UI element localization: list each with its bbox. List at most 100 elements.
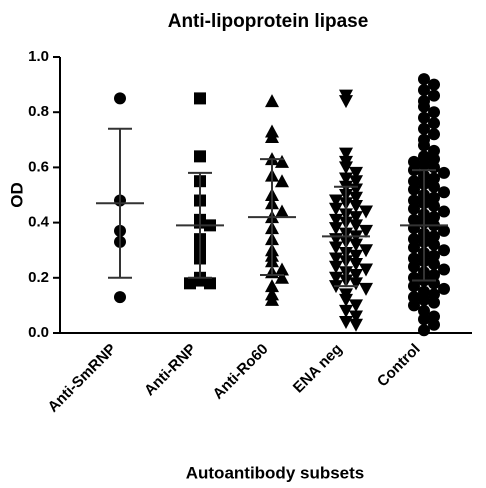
dot	[339, 293, 353, 307]
dot	[265, 130, 279, 144]
dot	[428, 78, 440, 91]
y-tick-label: 0.0	[28, 324, 49, 341]
dot	[194, 92, 206, 105]
dot	[428, 153, 440, 166]
x-tick-label: ENA neg	[290, 341, 346, 397]
dot	[418, 100, 430, 113]
dot	[428, 106, 440, 119]
dot	[408, 194, 420, 207]
dot	[408, 202, 420, 215]
dot	[339, 161, 353, 175]
dot	[349, 269, 363, 283]
dot	[114, 291, 126, 304]
dot	[408, 252, 420, 265]
dot	[349, 318, 363, 332]
x-tick-label: Anti-RNP	[141, 341, 200, 400]
dot	[339, 315, 353, 329]
dot	[265, 94, 279, 108]
dot	[275, 262, 289, 276]
dot	[428, 269, 440, 282]
dot	[428, 249, 440, 262]
dot	[428, 318, 440, 331]
dot	[265, 279, 279, 293]
dot	[418, 304, 430, 317]
dot	[329, 241, 343, 255]
dot	[428, 211, 440, 224]
dot	[428, 128, 440, 141]
dot	[438, 205, 450, 218]
dot	[418, 73, 430, 86]
dot	[418, 84, 430, 97]
dot	[408, 280, 420, 293]
dot	[428, 117, 440, 130]
dot	[329, 260, 343, 274]
dot	[339, 95, 353, 109]
dot	[265, 292, 279, 306]
dot	[408, 260, 420, 273]
dot	[408, 241, 420, 254]
dot	[428, 144, 440, 157]
x-axis-label: Autoantibody subsets	[186, 463, 365, 482]
dot	[408, 233, 420, 246]
dot	[438, 244, 450, 257]
dot	[275, 154, 289, 168]
y-tick-label: 0.2	[28, 269, 49, 286]
dot	[418, 150, 430, 163]
dot	[114, 92, 126, 105]
dot	[349, 238, 363, 252]
dot	[428, 172, 440, 185]
dot	[418, 285, 430, 298]
dot	[359, 224, 373, 238]
dot	[408, 299, 420, 312]
dot	[275, 174, 289, 188]
dot	[349, 249, 363, 263]
dot	[349, 258, 363, 271]
dot	[359, 244, 373, 258]
dot	[339, 304, 353, 318]
dot	[428, 296, 440, 309]
dot	[204, 277, 216, 290]
dot	[359, 282, 373, 296]
dot	[418, 122, 430, 135]
dot	[349, 299, 363, 313]
dot	[428, 89, 440, 102]
dot	[418, 139, 430, 152]
dot	[418, 111, 430, 124]
dot	[428, 230, 440, 243]
dot	[438, 186, 450, 199]
dot	[408, 175, 420, 188]
y-tick-label: 0.6	[28, 158, 49, 175]
dot	[349, 310, 363, 324]
dot	[438, 224, 450, 237]
chart-title: Anti-lipoprotein lipase	[168, 11, 369, 32]
dot	[438, 282, 450, 295]
dot	[428, 191, 440, 204]
dot	[349, 175, 363, 189]
dot	[418, 293, 430, 306]
dot	[418, 313, 430, 326]
dot	[339, 147, 353, 161]
dot	[349, 219, 363, 233]
dot	[349, 191, 363, 205]
y-tick-label: 0.4	[28, 214, 50, 231]
dot	[329, 222, 343, 236]
dot	[408, 155, 420, 168]
dot	[329, 202, 343, 216]
dot	[428, 180, 440, 193]
x-tick-label: Control	[374, 341, 424, 391]
dot	[418, 324, 430, 337]
y-tick-label: 1.0	[28, 48, 49, 65]
y-tick-label: 0.8	[28, 103, 49, 120]
dot	[275, 270, 289, 284]
y-axis-label: OD	[7, 182, 26, 208]
x-tick-label: Anti-Ro60	[210, 341, 272, 403]
dot	[428, 200, 440, 213]
dot	[408, 291, 420, 304]
dot	[349, 211, 363, 225]
dot	[438, 166, 450, 179]
dot	[359, 205, 373, 219]
dot	[428, 288, 440, 301]
dot	[349, 277, 363, 291]
dot	[184, 277, 196, 290]
